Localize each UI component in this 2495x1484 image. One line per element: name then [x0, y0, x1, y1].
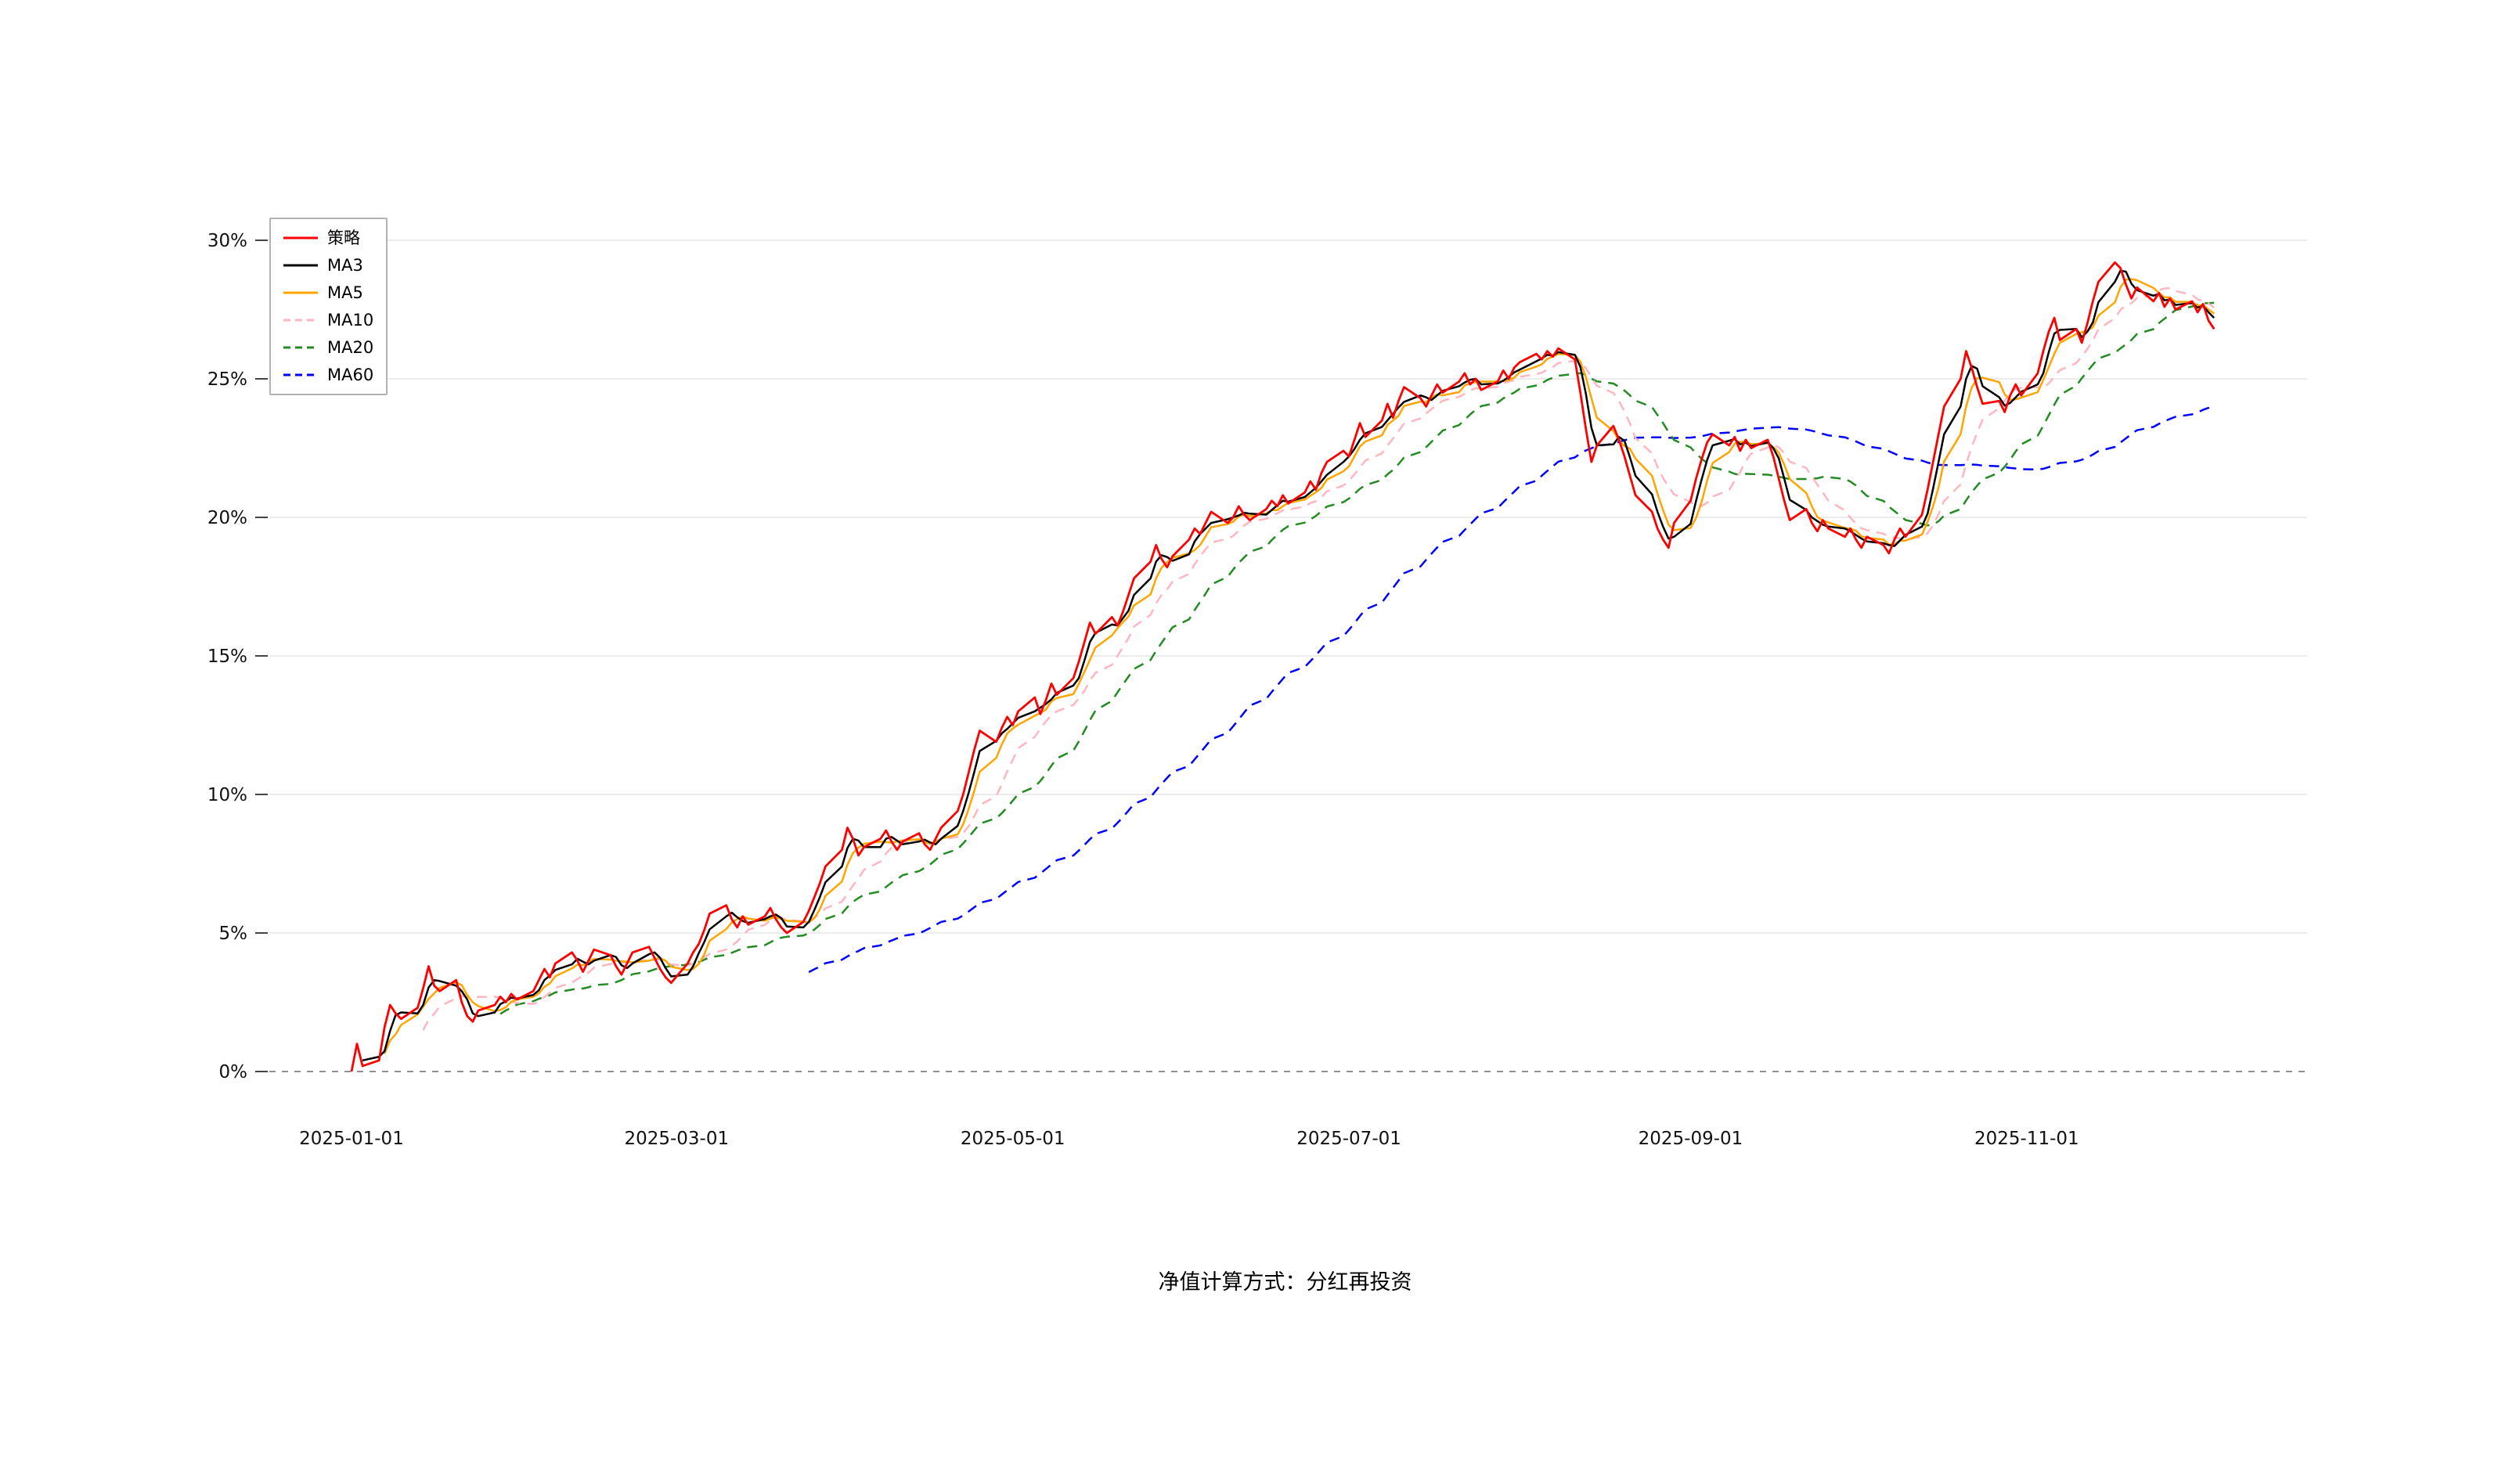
- series-strategy-line: [350, 261, 2216, 1072]
- x-tick-label: 2025-09-01: [1639, 1129, 1743, 1149]
- legend-item-strategy: 策略: [283, 227, 373, 249]
- x-tick-label: 2025-07-01: [1296, 1129, 1401, 1149]
- legend-line-sample-ma5: [283, 291, 318, 294]
- series-ma10-line: [422, 286, 2215, 1031]
- legend-label-ma5: MA5: [327, 283, 363, 302]
- y-tick-label: 10%: [207, 785, 247, 805]
- legend-line-sample-ma20: [283, 346, 318, 349]
- legend-item-ma3: MA3: [283, 254, 373, 276]
- legend-item-ma10: MA10: [283, 309, 373, 331]
- nav-calculation-note: 净值计算方式：分红再投资: [1158, 1270, 1412, 1295]
- legend-line-sample-strategy: [283, 236, 318, 240]
- legend-label-ma60: MA60: [327, 365, 374, 384]
- series-ma3-line: [362, 269, 2216, 1062]
- x-tick-label: 2025-03-01: [624, 1129, 729, 1149]
- x-tick-label: 2025-11-01: [1974, 1129, 2079, 1149]
- y-tick-label: 5%: [219, 924, 248, 944]
- x-tick-label: 2025-05-01: [961, 1129, 1065, 1149]
- series-ma60-line: [808, 405, 2215, 974]
- legend-item-ma60: MA60: [283, 364, 373, 386]
- legend: 策略 MA3 MA5 MA10 MA20 MA60: [269, 218, 388, 395]
- legend-item-ma20: MA20: [283, 337, 373, 358]
- y-tick-label: 30%: [207, 231, 247, 251]
- legend-label-ma3: MA3: [327, 255, 363, 275]
- y-tick-label: 15%: [207, 647, 247, 667]
- series-ma5-line: [384, 278, 2215, 1054]
- y-tick-label: 25%: [207, 369, 247, 390]
- legend-item-ma5: MA5: [283, 282, 373, 304]
- legend-line-sample-ma3: [283, 264, 318, 267]
- legend-line-sample-ma10: [283, 319, 318, 322]
- series-ma20-line: [499, 301, 2215, 1015]
- legend-label-ma10: MA10: [327, 310, 374, 330]
- legend-label-ma20: MA20: [327, 337, 374, 357]
- legend-line-sample-ma60: [283, 373, 318, 376]
- x-tick-label: 2025-01-01: [299, 1129, 404, 1149]
- y-tick-label: 20%: [207, 508, 247, 528]
- legend-label-strategy: 策略: [327, 228, 360, 247]
- y-tick-label: 0%: [219, 1062, 248, 1082]
